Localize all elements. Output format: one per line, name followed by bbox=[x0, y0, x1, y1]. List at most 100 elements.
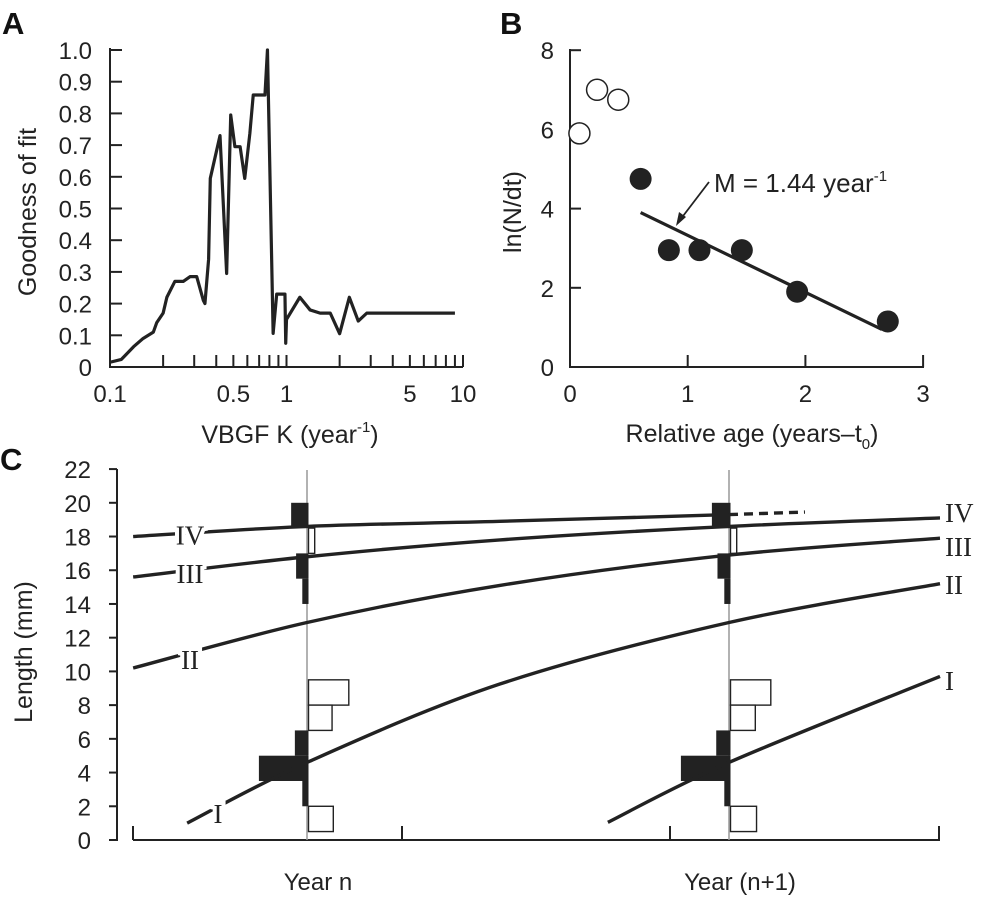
ytick-label-a: 0 bbox=[79, 355, 92, 382]
ytick-label-a: 0.4 bbox=[59, 228, 92, 255]
xlabel-a-part: -1 bbox=[357, 419, 370, 436]
ytick-label-c: 8 bbox=[78, 693, 91, 720]
filled-histogram-bar bbox=[724, 578, 731, 604]
ytick-label-b: 0 bbox=[541, 355, 554, 382]
ytick-label-c: 16 bbox=[64, 558, 91, 585]
xtick-label-a: 5 bbox=[403, 381, 416, 408]
cohort-label-left: III bbox=[177, 559, 204, 589]
open-histogram-bar bbox=[307, 679, 350, 706]
ytick-label-c: 20 bbox=[64, 491, 91, 518]
cohort-label-left: II bbox=[181, 645, 199, 675]
ytick-label-c: 18 bbox=[64, 525, 91, 552]
xtick-label-b: 2 bbox=[799, 381, 812, 408]
panel-label-b: B bbox=[500, 6, 522, 41]
ytick-label-c: 0 bbox=[78, 828, 91, 855]
ytick-label-a: 0.9 bbox=[59, 70, 92, 97]
filled-histogram-bar bbox=[258, 755, 309, 781]
filled-data-point bbox=[688, 239, 711, 262]
ytick-label-a: 0.3 bbox=[59, 260, 92, 287]
ytick-label-c: 4 bbox=[78, 761, 91, 788]
xtick-label-b: 0 bbox=[563, 381, 576, 408]
open-histogram-bar bbox=[729, 527, 738, 555]
cohort-label-left: IV bbox=[176, 520, 205, 550]
xlabel-year-n1: Year (n+1) bbox=[684, 869, 796, 896]
xlabel-b: Relative age (years–t0) bbox=[626, 420, 879, 453]
filled-histogram-bar bbox=[302, 578, 309, 604]
filled-histogram-bar bbox=[302, 780, 309, 807]
open-histogram-bar bbox=[307, 527, 316, 555]
ytick-label-c: 2 bbox=[78, 794, 91, 821]
xlabel-b-sub: 0 bbox=[862, 436, 870, 453]
filled-data-point bbox=[629, 167, 652, 190]
ytick-label-a: 0.8 bbox=[59, 101, 92, 128]
ytick-label-a: 1.0 bbox=[59, 38, 92, 65]
filled-data-point bbox=[876, 310, 899, 333]
cohort-label-right: I bbox=[945, 666, 954, 696]
xtick-label-b: 1 bbox=[681, 381, 694, 408]
xlabel-a-part: VBGF K (year bbox=[201, 421, 357, 449]
annotation-sup: -1 bbox=[874, 168, 887, 185]
growth-curve bbox=[607, 674, 941, 824]
ytick-label-c: 10 bbox=[64, 659, 91, 686]
growth-curve-dashed bbox=[728, 510, 806, 517]
ytick-label-b: 8 bbox=[541, 38, 554, 65]
regression-line bbox=[639, 211, 883, 331]
xlabel-year-n: Year n bbox=[284, 869, 353, 896]
open-histogram-bar bbox=[729, 704, 756, 732]
ytick-label-a: 0.2 bbox=[59, 292, 92, 319]
ytick-label-c: 22 bbox=[64, 457, 91, 484]
panel-label-a: A bbox=[2, 6, 24, 41]
xtick-label-a: 0.1 bbox=[93, 381, 126, 408]
open-data-point bbox=[607, 88, 630, 111]
cohort-label-right: IV bbox=[945, 498, 974, 528]
xlabel-b-part: Relative age (years–t bbox=[626, 420, 862, 448]
ytick-label-a: 0.7 bbox=[59, 133, 92, 160]
filled-histogram-bar bbox=[294, 730, 309, 756]
goodness-of-fit-line bbox=[109, 48, 455, 364]
filled-histogram-bar bbox=[296, 553, 309, 579]
open-histogram-bar bbox=[307, 805, 334, 833]
filled-histogram-bar bbox=[716, 730, 731, 756]
ylabel-a: Goodness of fit bbox=[14, 128, 42, 296]
filled-histogram-bar bbox=[717, 553, 731, 579]
annotation-text: M = 1.44 year bbox=[714, 168, 874, 198]
filled-histogram-bar bbox=[291, 502, 309, 529]
xlabel-b-part: ) bbox=[870, 420, 878, 448]
ytick-label-b: 6 bbox=[541, 117, 554, 144]
growth-curve bbox=[132, 536, 941, 670]
open-histogram-bar bbox=[729, 679, 772, 706]
open-data-point bbox=[568, 122, 591, 145]
ytick-label-a: 0.6 bbox=[59, 165, 92, 192]
open-data-point bbox=[585, 78, 609, 102]
cohort-label-right: II bbox=[945, 570, 963, 600]
xlabel-a-part: ) bbox=[370, 421, 378, 449]
filled-data-point bbox=[786, 280, 809, 303]
open-histogram-bar bbox=[729, 805, 758, 833]
ytick-label-a: 0.1 bbox=[59, 323, 92, 350]
ylabel-c: Length (mm) bbox=[10, 581, 38, 723]
ytick-label-a: 0.5 bbox=[59, 197, 92, 224]
ytick-label-b: 4 bbox=[541, 197, 554, 224]
open-histogram-bar bbox=[307, 704, 333, 732]
xtick-label-a: 0.5 bbox=[217, 381, 250, 408]
xtick-label-a: 10 bbox=[450, 381, 477, 408]
filled-data-point bbox=[657, 239, 680, 262]
growth-curve bbox=[133, 512, 730, 539]
ylabel-b: ln(N/dt) bbox=[499, 171, 527, 253]
mortality-annotation: M = 1.44 year-1 bbox=[714, 168, 887, 198]
panel-label-c: C bbox=[0, 442, 22, 477]
ytick-label-c: 14 bbox=[64, 592, 91, 619]
filled-histogram-bar bbox=[680, 755, 731, 781]
cohort-label-left: I bbox=[214, 799, 223, 829]
xtick-label-b: 3 bbox=[916, 381, 929, 408]
xtick-label-a: 1 bbox=[280, 381, 293, 408]
ytick-label-b: 2 bbox=[541, 276, 554, 303]
growth-curve bbox=[132, 516, 941, 579]
arrow-head-icon bbox=[676, 212, 686, 226]
ytick-label-c: 6 bbox=[78, 727, 91, 754]
filled-histogram-bar bbox=[724, 780, 731, 807]
cohort-label-right: III bbox=[945, 532, 972, 562]
xlabel-a: VBGF K (year-1) bbox=[201, 419, 378, 449]
annotation-arrow bbox=[679, 181, 710, 221]
